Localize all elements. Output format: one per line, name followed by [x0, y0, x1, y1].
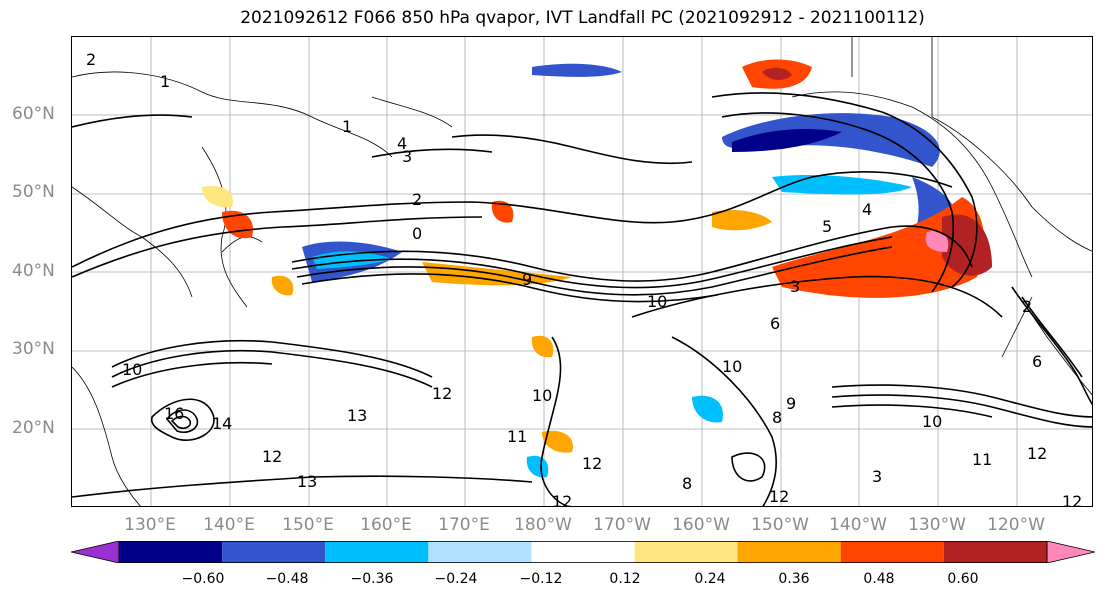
colorbar-extend-high [1046, 541, 1095, 563]
ivt-contours [72, 92, 1092, 506]
contour-label: 5 [822, 217, 832, 236]
contour-label: 12 [1062, 492, 1082, 507]
contour-label: 10 [122, 360, 142, 379]
contour-label: 4 [397, 134, 407, 153]
contour-label: 3 [872, 467, 882, 486]
colorbar-bin [634, 541, 738, 563]
contour-label: 3 [402, 147, 412, 166]
contour-label: 3 [790, 277, 800, 296]
lon-label: 160°E [360, 515, 412, 535]
colorbar-bin [840, 541, 944, 563]
colorbar-bin [222, 541, 326, 563]
colorbar-tick-label: 0.36 [778, 571, 810, 587]
contour-label: 12 [1027, 444, 1047, 463]
lon-label: 160°W [672, 515, 730, 535]
colorbar-tick-label: 0.48 [863, 571, 895, 587]
colorbar-tick-label: −0.12 [519, 571, 563, 587]
contour-label: 14 [212, 414, 232, 433]
contour-label: 13 [297, 472, 317, 491]
colorbar-tick-label: −0.36 [350, 571, 394, 587]
contour-label: 4 [862, 200, 872, 219]
contour-label: 10 [647, 292, 667, 311]
contour-label: 12 [769, 487, 789, 506]
colorbar-frame [118, 541, 1048, 563]
colorbar-tick-label: −0.60 [181, 571, 225, 587]
colorbar-extend-low [71, 541, 120, 563]
map-canvas: 2 1 1 3 4 2 0 9 10 3 6 5 4 10 16 14 12 1… [72, 37, 1092, 507]
contour-label: 0 [412, 224, 422, 243]
colorbar-tick-label: 0.60 [947, 571, 979, 587]
contour-label: 11 [972, 450, 992, 469]
lon-label: 180°W [514, 515, 572, 535]
contour-label: 12 [262, 447, 282, 466]
contour-label: 10 [722, 357, 742, 376]
lon-label: 170°E [438, 515, 490, 535]
lon-label: 120°W [987, 515, 1045, 535]
contour-label: 2 [86, 50, 96, 69]
colorbar-bin [943, 541, 1047, 563]
contour-label: 1 [342, 117, 352, 136]
contour-labels: 2 1 1 3 4 2 0 9 10 3 6 5 4 10 16 14 12 1… [86, 50, 1082, 507]
qvapor-shading [202, 59, 992, 478]
contour-label: 10 [922, 412, 942, 431]
map-title: 2021092612 F066 850 hPa qvapor, IVT Land… [240, 8, 925, 28]
lat-label-50n: 50°N [12, 182, 55, 202]
colorbar-tick-label: 0.24 [694, 571, 726, 587]
contour-label: 10 [532, 386, 552, 405]
contour-label: 11 [507, 427, 527, 446]
lon-label: 130°E [124, 515, 176, 535]
contour-label: 12 [552, 492, 572, 507]
lat-label-60n: 60°N [12, 104, 55, 124]
colorbar-tick-label: −0.24 [434, 571, 478, 587]
contour-label: 2 [412, 190, 422, 209]
coastlines [72, 37, 1092, 506]
lat-label-30n: 30°N [12, 339, 55, 359]
lat-label-40n: 40°N [12, 261, 55, 281]
contour-label: 9 [522, 270, 532, 289]
contour-label: 8 [772, 408, 782, 427]
lon-label: 140°W [829, 515, 887, 535]
colorbar-bin [737, 541, 841, 563]
colorbar [71, 541, 1095, 563]
contour-label: 2 [1022, 297, 1032, 316]
contour-label: 1 [160, 72, 170, 91]
colorbar-tick-label: 0.12 [609, 571, 641, 587]
contour-label: 8 [682, 474, 692, 493]
colorbar-bin [325, 541, 429, 563]
lon-label: 150°W [751, 515, 809, 535]
lon-label: 140°E [203, 515, 255, 535]
lat-label-20n: 20°N [12, 418, 55, 438]
contour-label: 6 [770, 314, 780, 333]
colorbar-bin [119, 541, 223, 563]
lon-label: 170°W [593, 515, 651, 535]
contour-label: 13 [347, 406, 367, 425]
contour-label: 9 [786, 394, 796, 413]
contour-label: 12 [582, 454, 602, 473]
contour-label: 12 [432, 384, 452, 403]
contour-label: 6 [1032, 352, 1042, 371]
lon-label: 130°W [908, 515, 966, 535]
colorbar-bin [428, 541, 532, 563]
colorbar-tick-label: −0.48 [265, 571, 309, 587]
contour-label: 16 [164, 404, 184, 423]
lon-label: 150°E [282, 515, 334, 535]
map-panel: 2 1 1 3 4 2 0 9 10 3 6 5 4 10 16 14 12 1… [71, 36, 1093, 507]
colorbar-bin [531, 541, 635, 563]
